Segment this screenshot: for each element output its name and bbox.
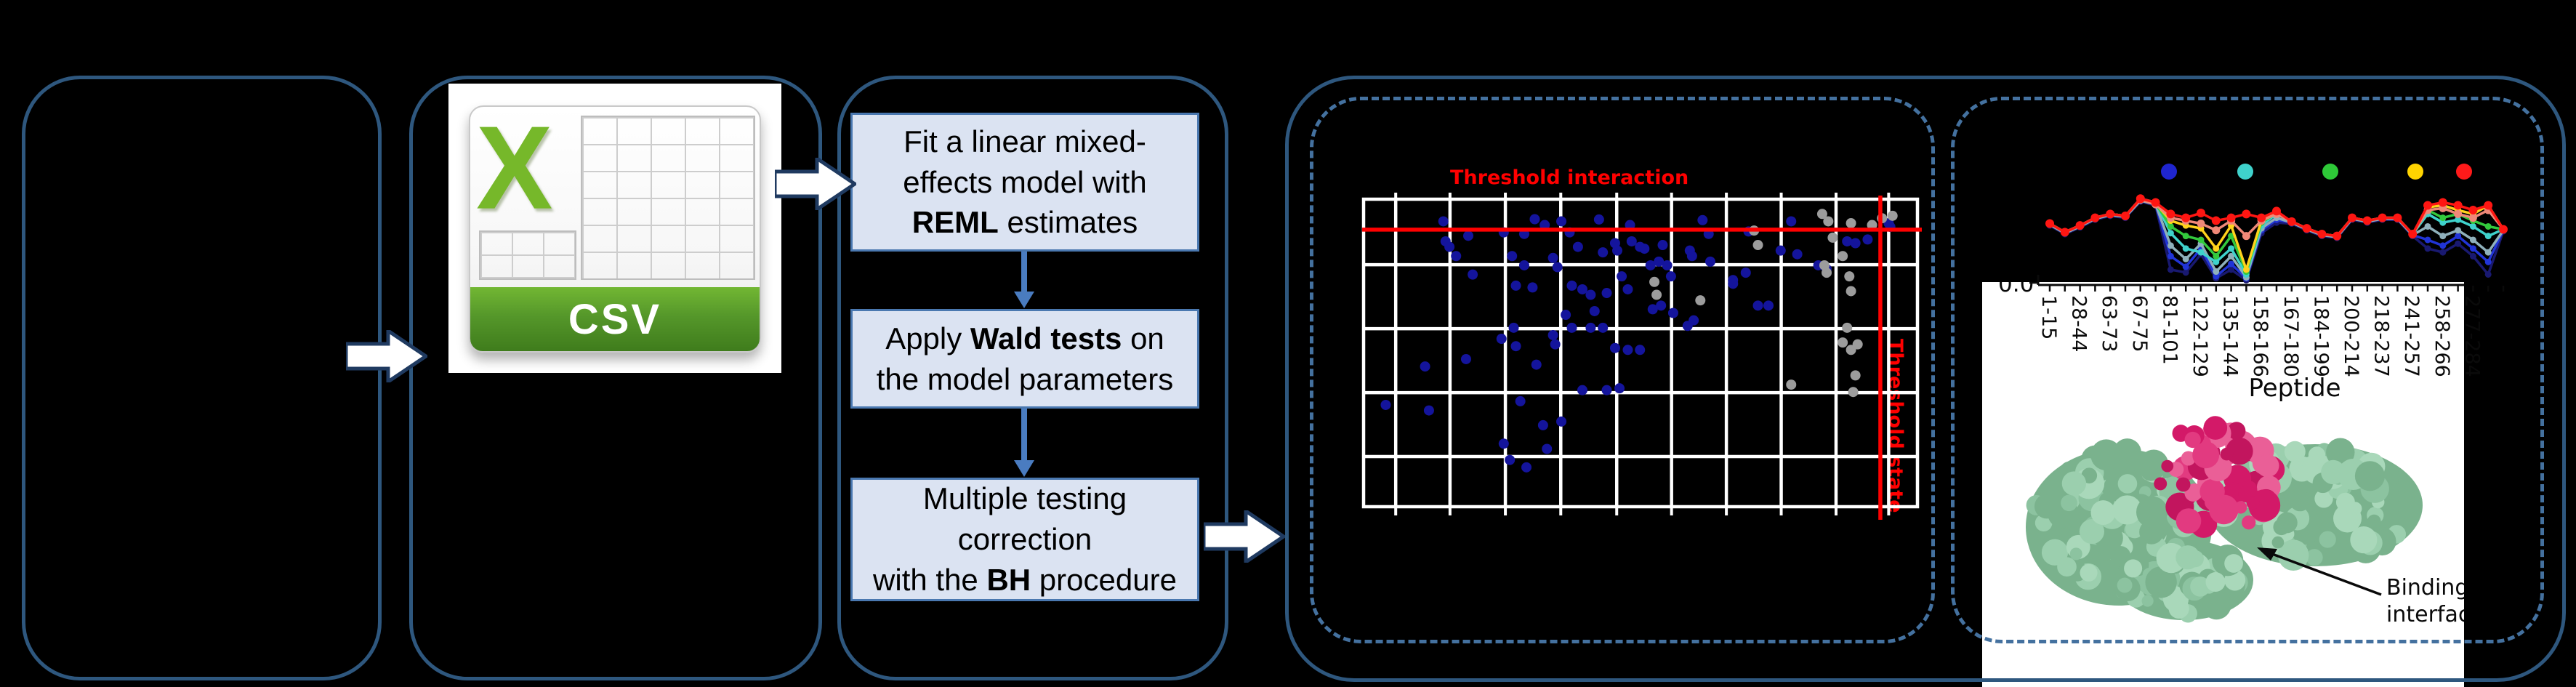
svg-text:200-214: 200-214	[2340, 295, 2362, 377]
step3-line3a: with the	[873, 562, 987, 597]
step3-line3b: procedure	[1031, 562, 1177, 597]
svg-text:218-237: 218-237	[2370, 295, 2393, 377]
svg-text:184-199: 184-199	[2309, 295, 2332, 377]
svg-text:28-44: 28-44	[2068, 295, 2090, 352]
csv-file-icon: X CSV	[469, 102, 761, 353]
step3-line1: Multiple testing	[922, 481, 1127, 516]
step-fit-model: Fit a linear mixed- effects model with R…	[850, 113, 1199, 252]
binding-interface-label: Binding interface	[2386, 574, 2464, 628]
step-wald-tests: Apply Wald tests on the model parameters	[850, 309, 1199, 409]
stage-box-1	[22, 76, 382, 680]
binding-line2: interface	[2386, 602, 2464, 627]
step2-line1b: on	[1122, 321, 1164, 355]
svg-text:167-180: 167-180	[2279, 295, 2302, 377]
spreadsheet-grid-small	[479, 230, 576, 280]
svg-text:277-284: 277-284	[2460, 295, 2483, 377]
svg-text:1-15: 1-15	[2037, 295, 2060, 340]
step-bh-correction: Multiple testing correction with the BH …	[850, 478, 1199, 601]
step3-bh: BH	[986, 562, 1031, 597]
step1-line2: effects model with	[903, 164, 1147, 199]
threshold-interaction-label: Threshold interaction	[1450, 166, 1689, 189]
step-arrow-1	[1014, 252, 1034, 308]
step3-line2: correction	[957, 522, 1092, 557]
uptake-line-chart: 1-15 28-44 63-73 67-75 81-101 122-129 135-144 1…	[2029, 164, 2508, 377]
peptide-axis-title: Peptide	[2248, 374, 2341, 403]
threshold-scatter-plot	[1361, 193, 1922, 520]
step1-reml: REML	[911, 205, 999, 240]
step2-wald: Wald tests	[970, 321, 1122, 355]
csv-file-image: X CSV	[448, 84, 781, 373]
y-axis-zero-tick: 0.0	[1998, 282, 2034, 297]
svg-text:158-166: 158-166	[2249, 295, 2271, 377]
spreadsheet-grid	[581, 116, 755, 280]
pipeline-arrow-2	[775, 158, 856, 210]
excel-x-glyph: X	[476, 102, 553, 234]
step1-line3: estimates	[998, 205, 1138, 240]
svg-text:241-257: 241-257	[2400, 295, 2423, 377]
step2-line1: Apply	[885, 321, 970, 355]
protein-surface-image	[2026, 416, 2423, 623]
csv-banner: CSV	[470, 287, 760, 351]
svg-text:122-129: 122-129	[2189, 295, 2211, 377]
binding-line1: Binding	[2386, 575, 2464, 600]
svg-text:67-75: 67-75	[2128, 295, 2151, 352]
svg-text:135-144: 135-144	[2219, 295, 2242, 377]
svg-text:258-266: 258-266	[2431, 295, 2453, 377]
step-arrow-2	[1014, 409, 1034, 477]
svg-text:63-73: 63-73	[2098, 295, 2120, 352]
step2-line2: the model parameters	[876, 361, 1174, 396]
step1-line1: Fit a linear mixed-	[903, 124, 1146, 158]
svg-text:81-101: 81-101	[2158, 295, 2181, 365]
pipeline-arrow-1	[346, 330, 427, 382]
pipeline-arrow-3	[1204, 510, 1285, 563]
csv-banner-label: CSV	[568, 295, 662, 343]
